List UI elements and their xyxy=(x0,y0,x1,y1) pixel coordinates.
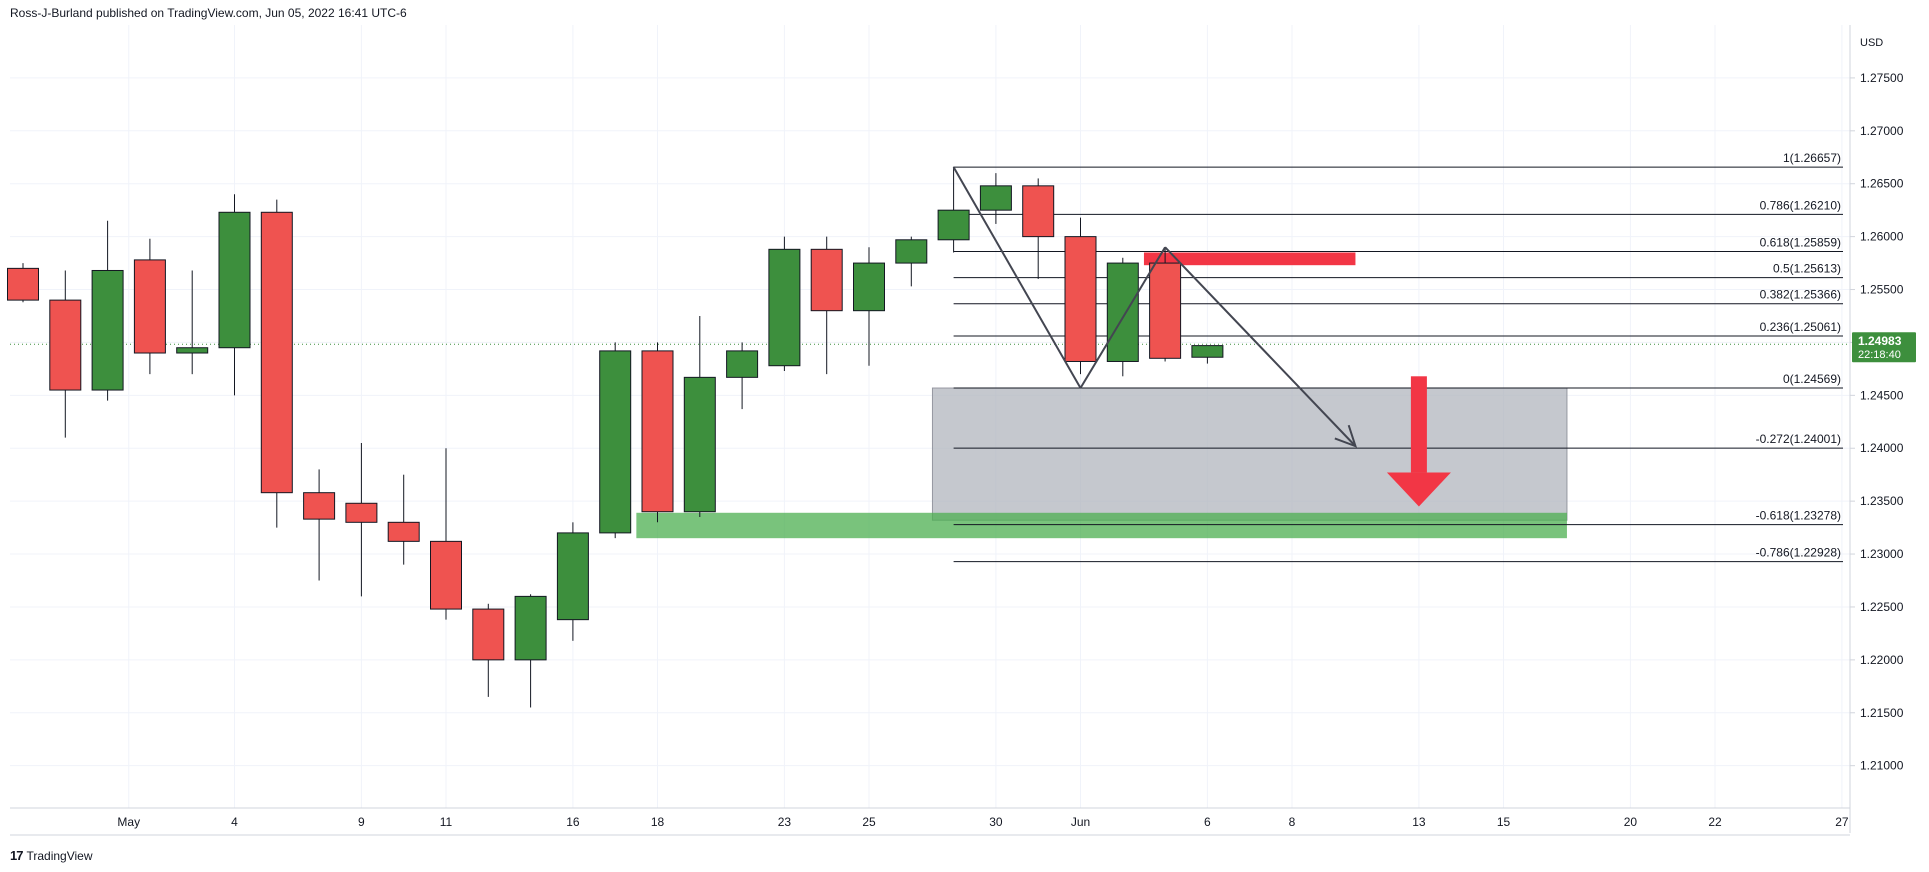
candle-down xyxy=(345,502,378,523)
pattern-line xyxy=(1164,246,1357,447)
candles xyxy=(7,166,1224,708)
candle-up xyxy=(91,269,124,391)
candle-down xyxy=(430,540,462,610)
candle-up xyxy=(1106,262,1139,362)
current-price-value: 1.24983 xyxy=(1858,334,1902,348)
candle-down xyxy=(641,350,674,513)
candle-down xyxy=(1149,262,1182,359)
candle-up xyxy=(683,376,716,513)
down-arrow-shaft xyxy=(1410,376,1427,473)
time-tick-label: 8 xyxy=(1289,815,1296,829)
currency-label: USD xyxy=(1860,37,1883,49)
time-tick-label: 23 xyxy=(778,815,792,829)
candle-up xyxy=(599,350,632,534)
fib-level-label: 0.382(1.25366) xyxy=(1760,288,1841,302)
publisher-info: Ross-J-Burland published on TradingView.… xyxy=(10,6,407,20)
pattern-line xyxy=(952,166,1082,389)
candle-up xyxy=(218,211,251,349)
time-tick-label: Jun xyxy=(1071,815,1090,829)
candle-down xyxy=(472,608,505,661)
red-resistance xyxy=(1143,252,1356,266)
fib-level-label: 1(1.26657) xyxy=(1783,151,1841,165)
candle-up xyxy=(1191,345,1224,358)
tradingview-brand: TradingView xyxy=(26,848,93,863)
time-tick-label: 25 xyxy=(862,815,876,829)
fib-level-label: 0(1.24569) xyxy=(1783,372,1841,386)
time-axis: May 4 9 11 16 18 23 25 30 Jun 6 8 13 15 20 22 27 xyxy=(10,807,1850,836)
price-tick-label: 1.23000 xyxy=(1860,547,1904,561)
current-price-badge xyxy=(1852,332,1916,363)
time-tick-label: 27 xyxy=(1835,815,1849,829)
candle-down xyxy=(133,259,166,354)
price-tick-label: 1.26500 xyxy=(1860,177,1904,191)
green-zone xyxy=(636,512,1567,539)
candle-up xyxy=(514,595,547,661)
candle-down xyxy=(387,521,420,542)
price-tick-label: 1.21500 xyxy=(1860,706,1904,720)
time-tick-label: 30 xyxy=(989,815,1003,829)
candle-up xyxy=(556,532,589,621)
pattern-arrowhead xyxy=(1334,424,1358,448)
price-tick-label: 1.24500 xyxy=(1860,388,1904,402)
fib-level-label: -0.786(1.22928) xyxy=(1756,546,1841,560)
candle-up xyxy=(895,239,928,264)
time-tick-label: 22 xyxy=(1708,815,1722,829)
fib-level-label: 0.786(1.26210) xyxy=(1760,198,1841,212)
candle-up xyxy=(979,185,1012,211)
time-tick-label: 15 xyxy=(1497,815,1511,829)
fib-level-label: -0.272(1.24001) xyxy=(1756,432,1841,446)
candle-up xyxy=(176,347,209,354)
candle-down xyxy=(260,211,293,494)
fib-level-label: 0.236(1.25061) xyxy=(1760,320,1841,334)
gray-zone xyxy=(931,387,1568,521)
candle-down xyxy=(1064,236,1097,362)
pattern-line xyxy=(1079,246,1166,389)
price-tick-label: 1.22500 xyxy=(1860,600,1904,614)
price-tick-label: 1.24000 xyxy=(1860,441,1904,455)
time-tick-label: 9 xyxy=(358,815,365,829)
candle-up xyxy=(937,209,970,241)
price-tick-label: 1.25500 xyxy=(1860,283,1904,297)
candle-down xyxy=(303,492,336,520)
time-tick-label: 11 xyxy=(440,815,453,829)
fib-level-label: -0.618(1.23278) xyxy=(1756,509,1841,523)
candle-down xyxy=(49,299,82,391)
fib-level-label: 0.618(1.25859) xyxy=(1760,236,1841,250)
time-tick-label: 13 xyxy=(1412,815,1426,829)
candle-down xyxy=(810,248,843,312)
candle-up xyxy=(726,350,759,378)
candle-up xyxy=(853,262,885,312)
fib-retracement: 1(1.26657) 0.786(1.26210) 0.618(1.25859) 0.… xyxy=(10,151,1850,563)
price-tick-label: 1.21000 xyxy=(1860,759,1904,773)
time-tick-label: 20 xyxy=(1624,815,1638,829)
price-tick-label: 1.22000 xyxy=(1860,653,1904,667)
grid-lines xyxy=(10,25,1850,808)
price-axis-bg xyxy=(1850,0,1929,872)
candle-down xyxy=(7,267,39,301)
price-tick-label: 1.27500 xyxy=(1860,71,1904,85)
time-tick-label: May xyxy=(117,815,140,829)
price-axis: USD 1.27500 1.27000 1.26500 1.26000 1.25500 1.… xyxy=(1849,0,1929,872)
price-tick-label: 1.26000 xyxy=(1860,230,1904,244)
tradingview-logo-icon: 17 xyxy=(10,848,24,863)
fib-level-label: 0.5(1.25613) xyxy=(1773,262,1841,276)
time-tick-label: 18 xyxy=(651,815,665,829)
price-tick-label: 1.27000 xyxy=(1860,124,1904,138)
price-tick-label: 1.23500 xyxy=(1860,494,1904,508)
bar-countdown: 22:18:40 xyxy=(1858,349,1901,361)
zones xyxy=(636,252,1568,539)
time-tick-label: 4 xyxy=(231,815,238,829)
time-tick-label: 16 xyxy=(566,815,580,829)
candle-down xyxy=(1022,185,1055,238)
tradingview-logo[interactable]: 17 TradingView xyxy=(10,848,93,863)
time-tick-label: 6 xyxy=(1204,815,1211,829)
pattern-lines xyxy=(952,166,1358,448)
down-arrow-head xyxy=(1386,472,1451,507)
candle-up xyxy=(768,248,801,367)
down-arrow-group xyxy=(1386,376,1451,507)
